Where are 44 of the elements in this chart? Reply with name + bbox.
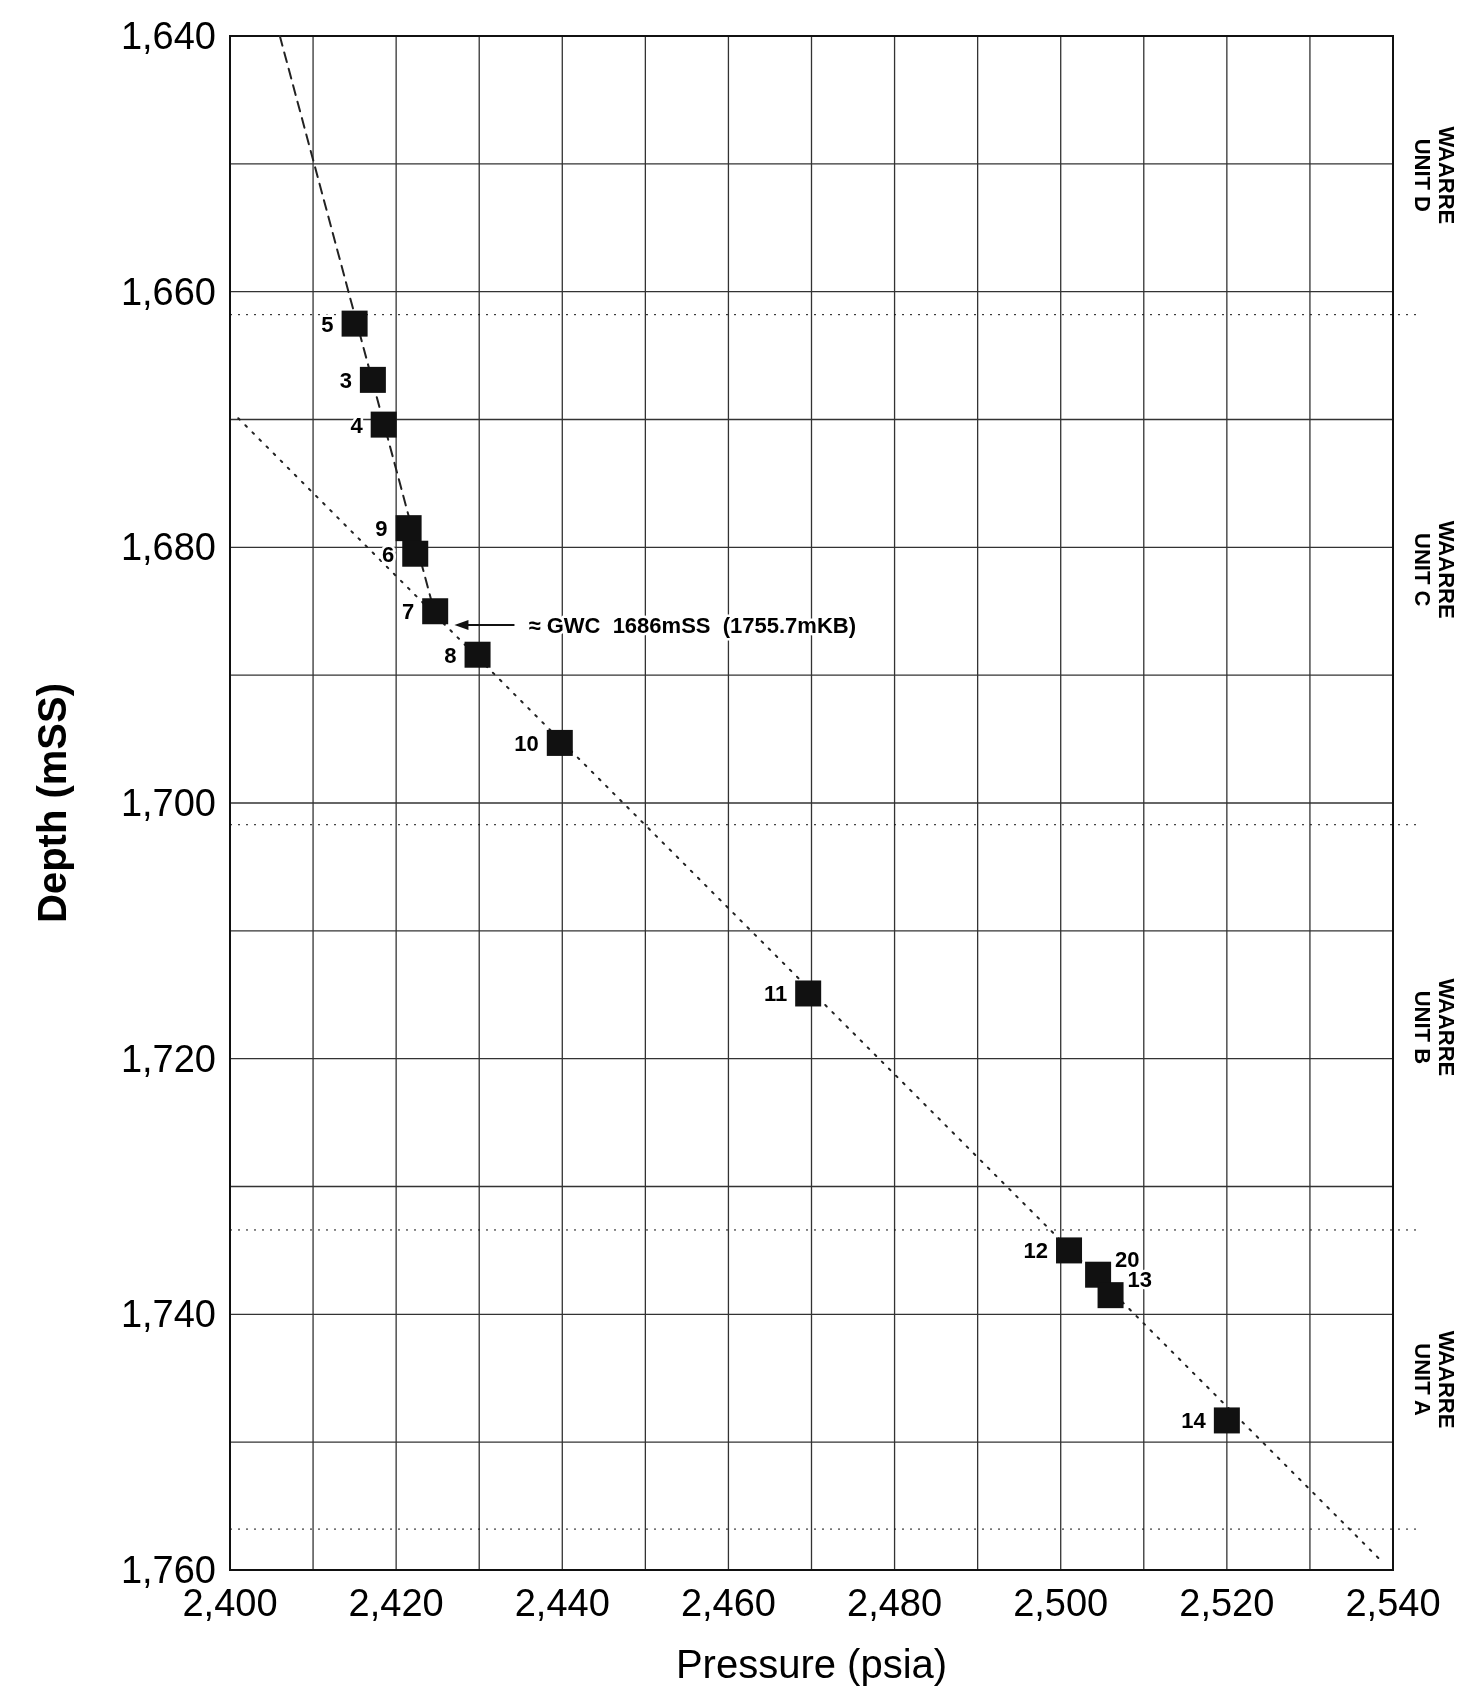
y-tick-label: 1,680 (120, 526, 216, 569)
annotation: 6 (382, 541, 395, 567)
x-tick-label: 2,520 (1179, 1582, 1275, 1624)
annotation: 10 (514, 730, 539, 756)
y-tick-label: 1,720 (120, 1037, 216, 1080)
annotation: 20 (1115, 1246, 1140, 1272)
x-tick-label: 2,460 (680, 1582, 776, 1624)
annotation: 8 (444, 642, 457, 668)
point (395, 515, 422, 542)
annotation: 14 (1181, 1408, 1207, 1434)
annotation: 5 (321, 311, 334, 337)
x-tick-label: 2,400 (182, 1582, 278, 1624)
y-tick-label: 1,640 (120, 15, 216, 57)
x-tick-label: 2,500 (1013, 1582, 1109, 1624)
annotation: 9 (375, 516, 388, 542)
point (422, 598, 449, 625)
annotation: 7 (401, 599, 415, 625)
point (1056, 1237, 1083, 1264)
text: WAARRE UNIT B (1410, 978, 1459, 1077)
point (464, 641, 491, 668)
x-tick-label: 2,480 (847, 1582, 943, 1624)
point (341, 310, 368, 337)
x-axis-title: Pressure (psia) (675, 1642, 948, 1686)
y-tick-label: 1,700 (120, 782, 216, 824)
annotation: 4 (350, 412, 364, 438)
point (359, 366, 386, 393)
point (546, 729, 573, 756)
y-tick-label: 1,660 (120, 270, 216, 313)
point (402, 540, 429, 567)
point (1097, 1282, 1124, 1309)
y-tick-label: 1,740 (120, 1293, 216, 1336)
point (370, 411, 397, 438)
y-axis-title: Depth (mSS) (30, 683, 74, 923)
x-tick-label: 2,440 (514, 1582, 610, 1624)
text: WAARRE UNIT D (1410, 126, 1459, 225)
text: WAARRE UNIT C (1410, 520, 1459, 619)
annotation: 12 (1023, 1238, 1049, 1264)
x-tick-label: 2,420 (348, 1582, 444, 1624)
annotation: 11 (763, 981, 788, 1007)
point (1213, 1407, 1240, 1434)
point (795, 980, 822, 1007)
text: WAARRE UNIT A (1410, 1330, 1459, 1429)
annotation: 3 (339, 367, 352, 393)
x-tick-label: 2,540 (1345, 1582, 1441, 1624)
